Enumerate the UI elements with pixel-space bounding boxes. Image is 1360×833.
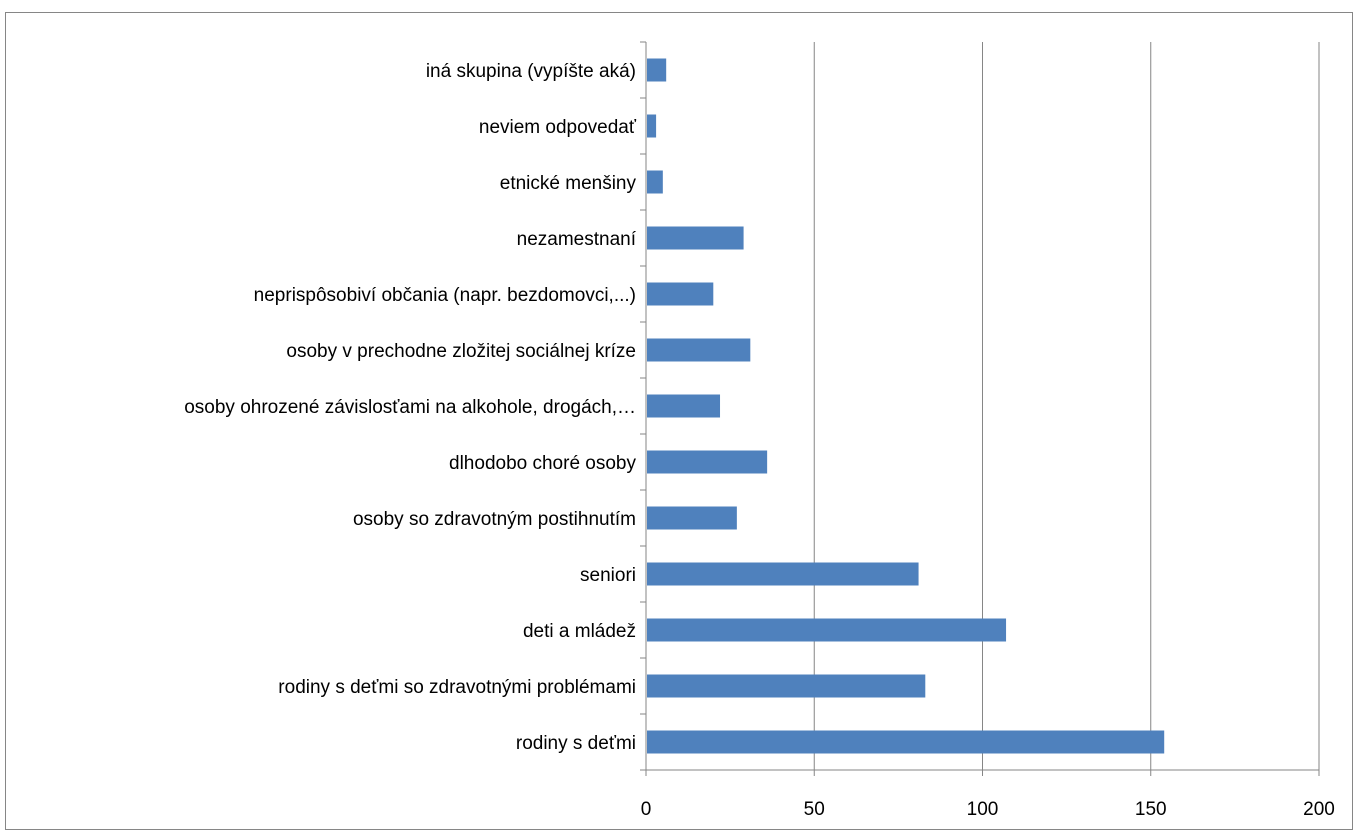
axes — [640, 41, 1320, 776]
x-tick-label: 150 — [1135, 799, 1167, 820]
bar — [647, 562, 919, 586]
category-label: seniori — [580, 565, 636, 586]
category-labels: rodiny s deťmi rodiny s deťmi so zdravotn… — [184, 61, 637, 754]
bar — [647, 394, 721, 418]
bar — [647, 282, 714, 306]
bar — [647, 338, 751, 362]
category-label: iná skupina (vypíšte aká) — [426, 61, 636, 82]
bar — [647, 674, 926, 698]
bar — [647, 58, 667, 82]
category-label: osoby v prechodne zložitej sociálnej krí… — [286, 341, 636, 362]
bar — [647, 618, 1007, 642]
bars — [647, 58, 1165, 754]
category-label: etnické menšiny — [500, 173, 637, 194]
bar — [647, 170, 663, 194]
x-tick-label: 200 — [1303, 799, 1335, 820]
bar — [647, 226, 744, 250]
x-tick-label: 50 — [804, 799, 825, 820]
gridlines — [813, 42, 1320, 770]
bar — [647, 506, 737, 530]
x-tick-label: 0 — [641, 799, 652, 820]
bar — [647, 730, 1165, 754]
category-label: dlhodobo choré osoby — [449, 453, 636, 474]
category-label: rodiny s deťmi so zdravotnými problémami — [278, 677, 636, 698]
bar — [647, 114, 657, 138]
category-label: deti a mládež — [523, 621, 636, 642]
tick-labels: 0 50 100 150 200 — [641, 799, 1335, 820]
category-label: rodiny s deťmi — [516, 733, 636, 754]
bar — [647, 450, 768, 474]
category-label: neviem odpovedať — [479, 117, 637, 138]
category-label: nezamestnaní — [517, 229, 637, 250]
x-tick-label: 100 — [967, 799, 999, 820]
category-label: osoby ohrozené závislosťami na alkohole,… — [184, 397, 636, 418]
category-label: osoby so zdravotným postihnutím — [353, 509, 636, 530]
category-label: neprispôsobiví občania (napr. bezdomovci… — [254, 285, 636, 306]
